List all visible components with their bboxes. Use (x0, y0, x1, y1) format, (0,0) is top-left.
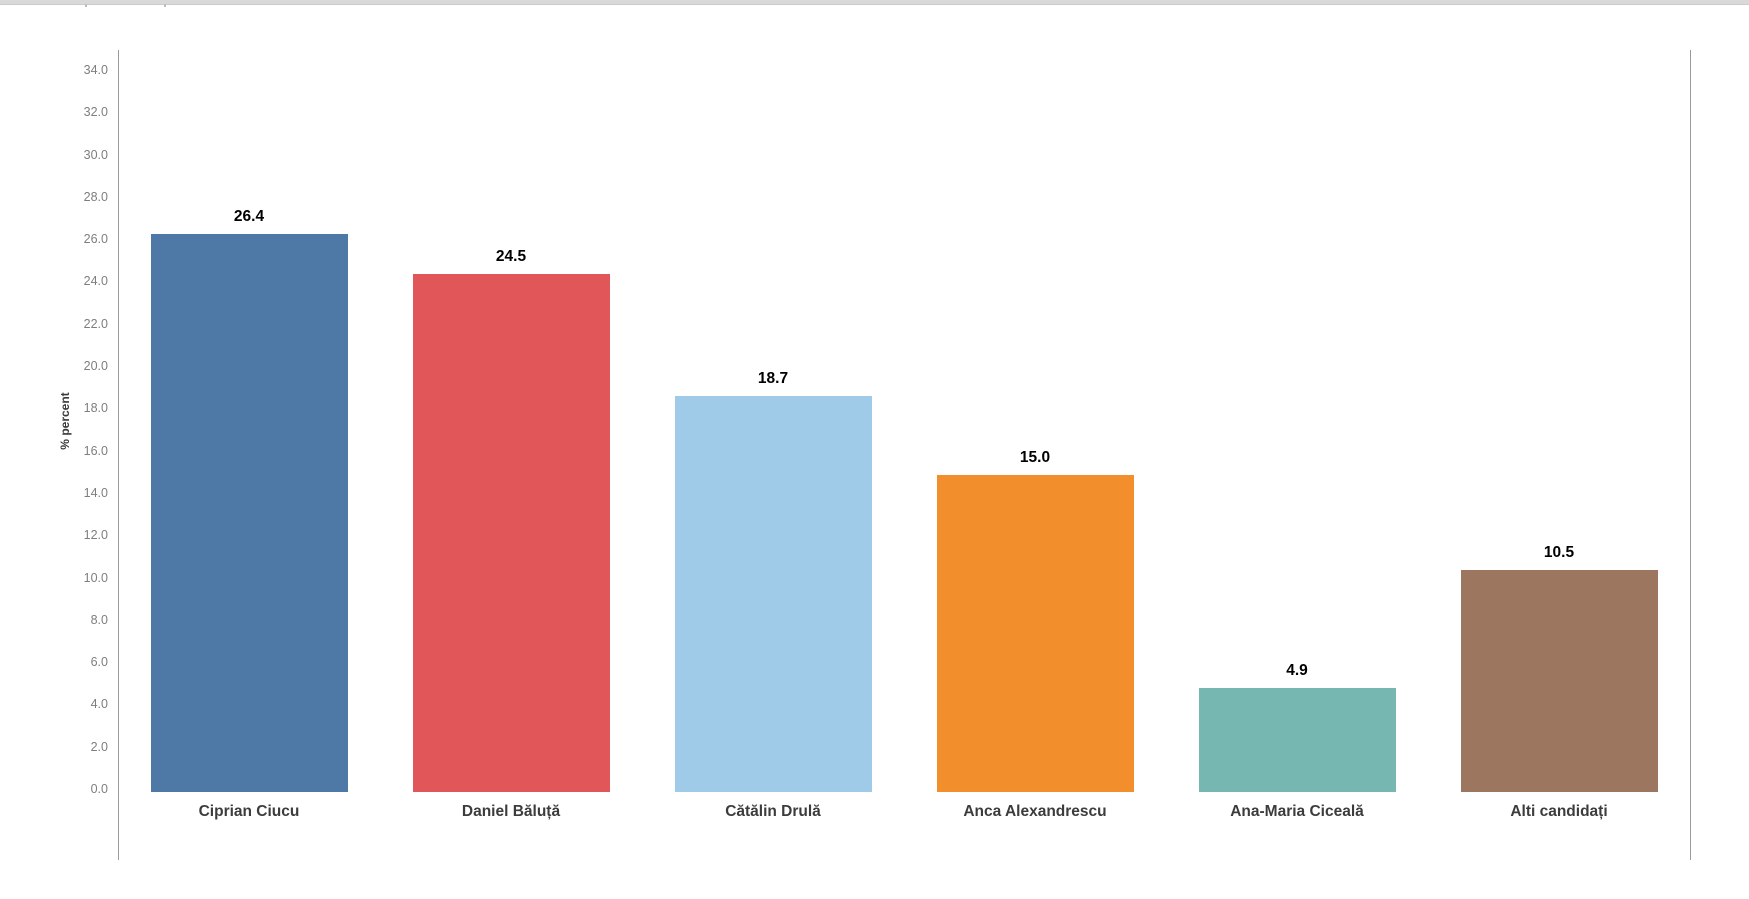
category-label: Anca Alexandrescu (963, 803, 1107, 820)
y-axis-line (118, 50, 119, 860)
bar-value-label: 15.0 (1019, 448, 1051, 466)
category-label: Cătălin Drulă (725, 803, 821, 820)
y-tick-label: 20.0 (83, 359, 108, 373)
y-tick-label: 0.0 (90, 782, 108, 796)
bar[interactable] (1460, 569, 1658, 792)
y-tick-label: 28.0 (83, 189, 108, 204)
y-tick-label: 30.0 (83, 147, 108, 162)
bar-value-label: 18.7 (757, 370, 789, 388)
y-tick-label: 34.0 (83, 62, 108, 77)
bar[interactable] (150, 233, 348, 792)
bar-value-label: 24.5 (495, 247, 527, 265)
bar-value-label: 4.9 (1286, 662, 1308, 680)
y-tick-label: 22.0 (83, 316, 108, 331)
bar[interactable] (674, 396, 872, 792)
y-tick-label: 16.0 (83, 443, 108, 458)
y-tick-label: 2.0 (90, 739, 108, 754)
y-tick-label: 26.0 (83, 232, 108, 247)
category-label: Daniel Băluță (461, 803, 561, 820)
y-tick-label: 14.0 (83, 485, 108, 500)
y-tick-label: 6.0 (90, 655, 108, 670)
bar-value-label: 10.5 (1543, 543, 1575, 561)
y-tick-label: 24.0 (83, 274, 108, 289)
y-tick-label: 4.0 (90, 697, 108, 712)
category-label: Alti candidați (1510, 803, 1608, 820)
category-label: Ana-Maria Ciceală (1230, 803, 1364, 820)
bar[interactable] (936, 474, 1134, 792)
y-tick-label: 18.0 (83, 401, 108, 416)
bar[interactable] (1198, 688, 1396, 792)
plot-right-border-line (1690, 50, 1691, 860)
y-tick-label: 8.0 (90, 612, 108, 627)
top-edge-strip (0, 0, 1749, 5)
y-tick-label: 10.0 (83, 570, 108, 585)
top-edge-notch (85, 4, 87, 7)
top-edge-notch (164, 4, 166, 7)
bar-value-label: 26.4 (233, 207, 265, 225)
y-tick-label: 12.0 (83, 528, 108, 543)
bar[interactable] (412, 273, 610, 792)
category-label: Ciprian Ciucu (198, 803, 300, 820)
y-tick-label: 32.0 (83, 105, 108, 120)
